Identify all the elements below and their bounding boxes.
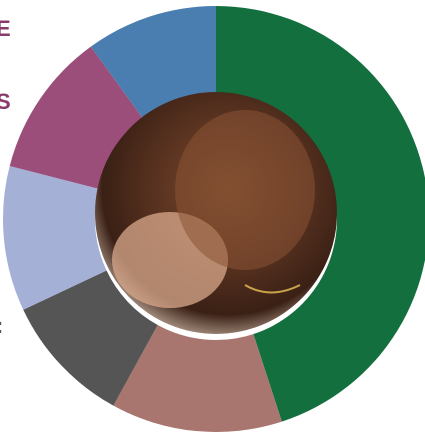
- cut-off-label: :: [0, 313, 3, 338]
- center-photo: [95, 92, 337, 334]
- slices: [2, 6, 425, 432]
- donut-slice: [23, 270, 158, 406]
- donut-slice: [113, 325, 282, 432]
- donut-slice: [216, 6, 425, 422]
- cut-off-label: S: [0, 89, 11, 114]
- donut-slice: [90, 6, 216, 122]
- cut-off-label: E: [0, 16, 11, 41]
- donut-slice: [2, 166, 107, 310]
